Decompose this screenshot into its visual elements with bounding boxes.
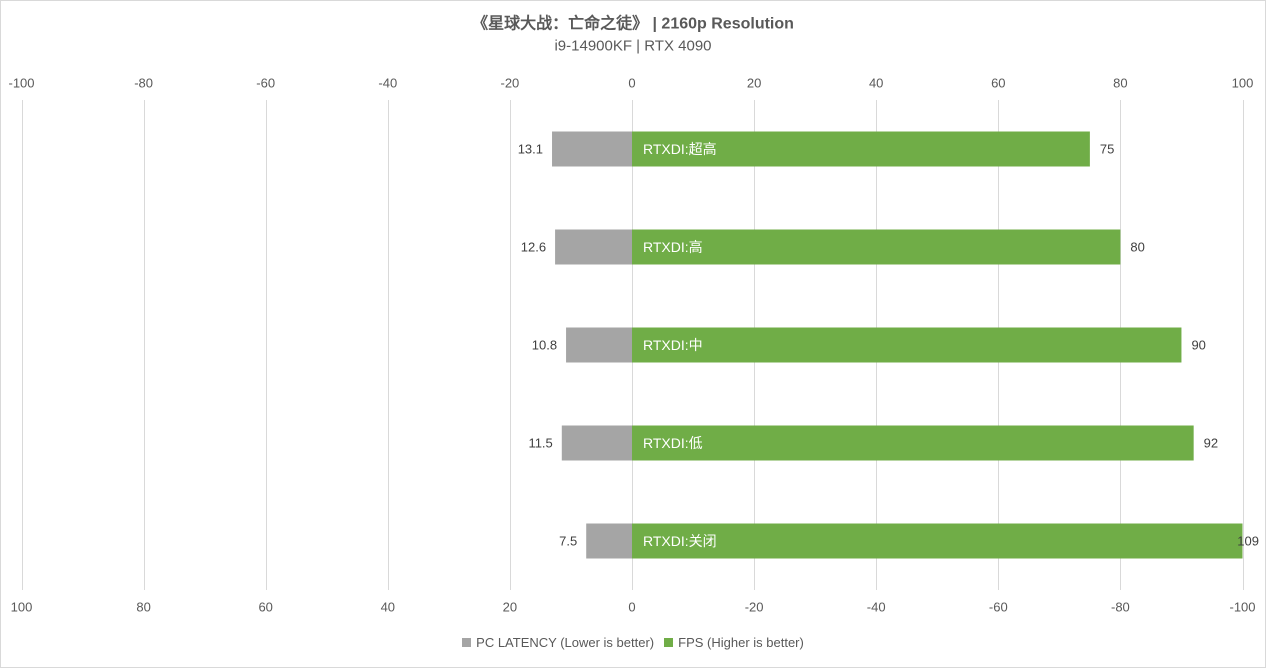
legend-item-fps: FPS (Higher is better) — [664, 635, 804, 650]
fps-bar — [632, 229, 1121, 265]
x-bottom-tick-label: 0 — [628, 600, 635, 615]
x-top-tick-label: -60 — [256, 76, 275, 91]
fps-value-label: 90 — [1191, 338, 1205, 353]
legend-swatch-fps — [664, 637, 674, 647]
fps-value-label: 109 — [1237, 534, 1259, 549]
pc-latency-bar — [586, 523, 632, 559]
fps-bar — [632, 131, 1090, 167]
x-top-tick-label: 80 — [1113, 76, 1127, 91]
x-bottom-tick-label: 20 — [503, 600, 517, 615]
chart-title: 《星球大战：亡命之徒》 | 2160p Resolution — [472, 14, 794, 33]
pc-latency-bar — [561, 425, 632, 461]
category-label: RTXDI:超高 — [643, 141, 717, 157]
legend-swatch-pc-latency — [462, 637, 472, 647]
fps-value-label: 75 — [1100, 142, 1114, 157]
fps-value-label: 80 — [1130, 240, 1144, 255]
legend-item-pc-latency: PC LATENCY (Lower is better) — [462, 635, 654, 650]
fps-bar — [632, 327, 1182, 363]
data-labels: 13.1 12.6 10.8 11.5 7.5 75 80 90 92 109 RTXDI:超高 RT… — [518, 141, 1259, 549]
x-bottom-tick-label: -20 — [745, 600, 764, 615]
x-top-tick-label: -100 — [8, 76, 34, 91]
fps-value-label: 92 — [1204, 436, 1218, 451]
x-bottom-tick-label: -40 — [867, 600, 886, 615]
pc-latency-value-label: 7.5 — [559, 534, 577, 549]
fps-bar — [632, 523, 1243, 559]
pc-latency-bar — [566, 327, 632, 363]
x-top-tick-label: 20 — [747, 76, 761, 91]
category-label: RTXDI:中 — [643, 337, 703, 353]
pc-latency-value-label: 13.1 — [518, 142, 543, 157]
pc-latency-value-label: 11.5 — [528, 436, 552, 451]
category-label: RTXDI:关闭 — [643, 533, 717, 549]
x-bottom-tick-label: -80 — [1111, 600, 1130, 615]
x-bottom-tick-label: 60 — [258, 600, 272, 615]
x-bottom-tick-label: 40 — [381, 600, 395, 615]
x-top-tick-label: 100 — [1232, 76, 1254, 91]
x-bottom-tick-label: -100 — [1229, 600, 1255, 615]
x-axis-top: -100 -80 -60 -40 -20 0 20 40 60 80 100 — [8, 76, 1253, 91]
legend-label-fps: FPS (Higher is better) — [678, 634, 804, 650]
pc-latency-bar — [552, 131, 632, 167]
legend: PC LATENCY (Lower is better) FPS (Higher… — [0, 633, 1266, 651]
x-bottom-tick-label: 80 — [136, 600, 150, 615]
pc-latency-value-label: 10.8 — [532, 338, 557, 353]
x-bottom-tick-label: -60 — [989, 600, 1008, 615]
x-top-tick-label: 40 — [869, 76, 883, 91]
category-label: RTXDI:低 — [643, 435, 703, 451]
x-top-tick-label: -20 — [501, 76, 520, 91]
fps-bar — [632, 425, 1194, 461]
x-top-tick-label: 60 — [991, 76, 1005, 91]
x-bottom-tick-label: 100 — [11, 600, 33, 615]
chart-subtitle: i9-14900KF | RTX 4090 — [554, 38, 711, 55]
x-top-tick-label: 0 — [628, 76, 635, 91]
pc-latency-bar — [555, 229, 632, 265]
x-top-tick-label: -80 — [134, 76, 153, 91]
x-top-tick-label: -40 — [378, 76, 397, 91]
legend-label-pc-latency: PC LATENCY (Lower is better) — [476, 634, 655, 650]
x-axis-bottom: 100 80 60 40 20 0 -20 -40 -60 -80 -100 — [11, 600, 1256, 615]
pc-latency-value-label: 12.6 — [521, 240, 546, 255]
bars — [552, 131, 1243, 559]
category-label: RTXDI:高 — [643, 239, 703, 255]
